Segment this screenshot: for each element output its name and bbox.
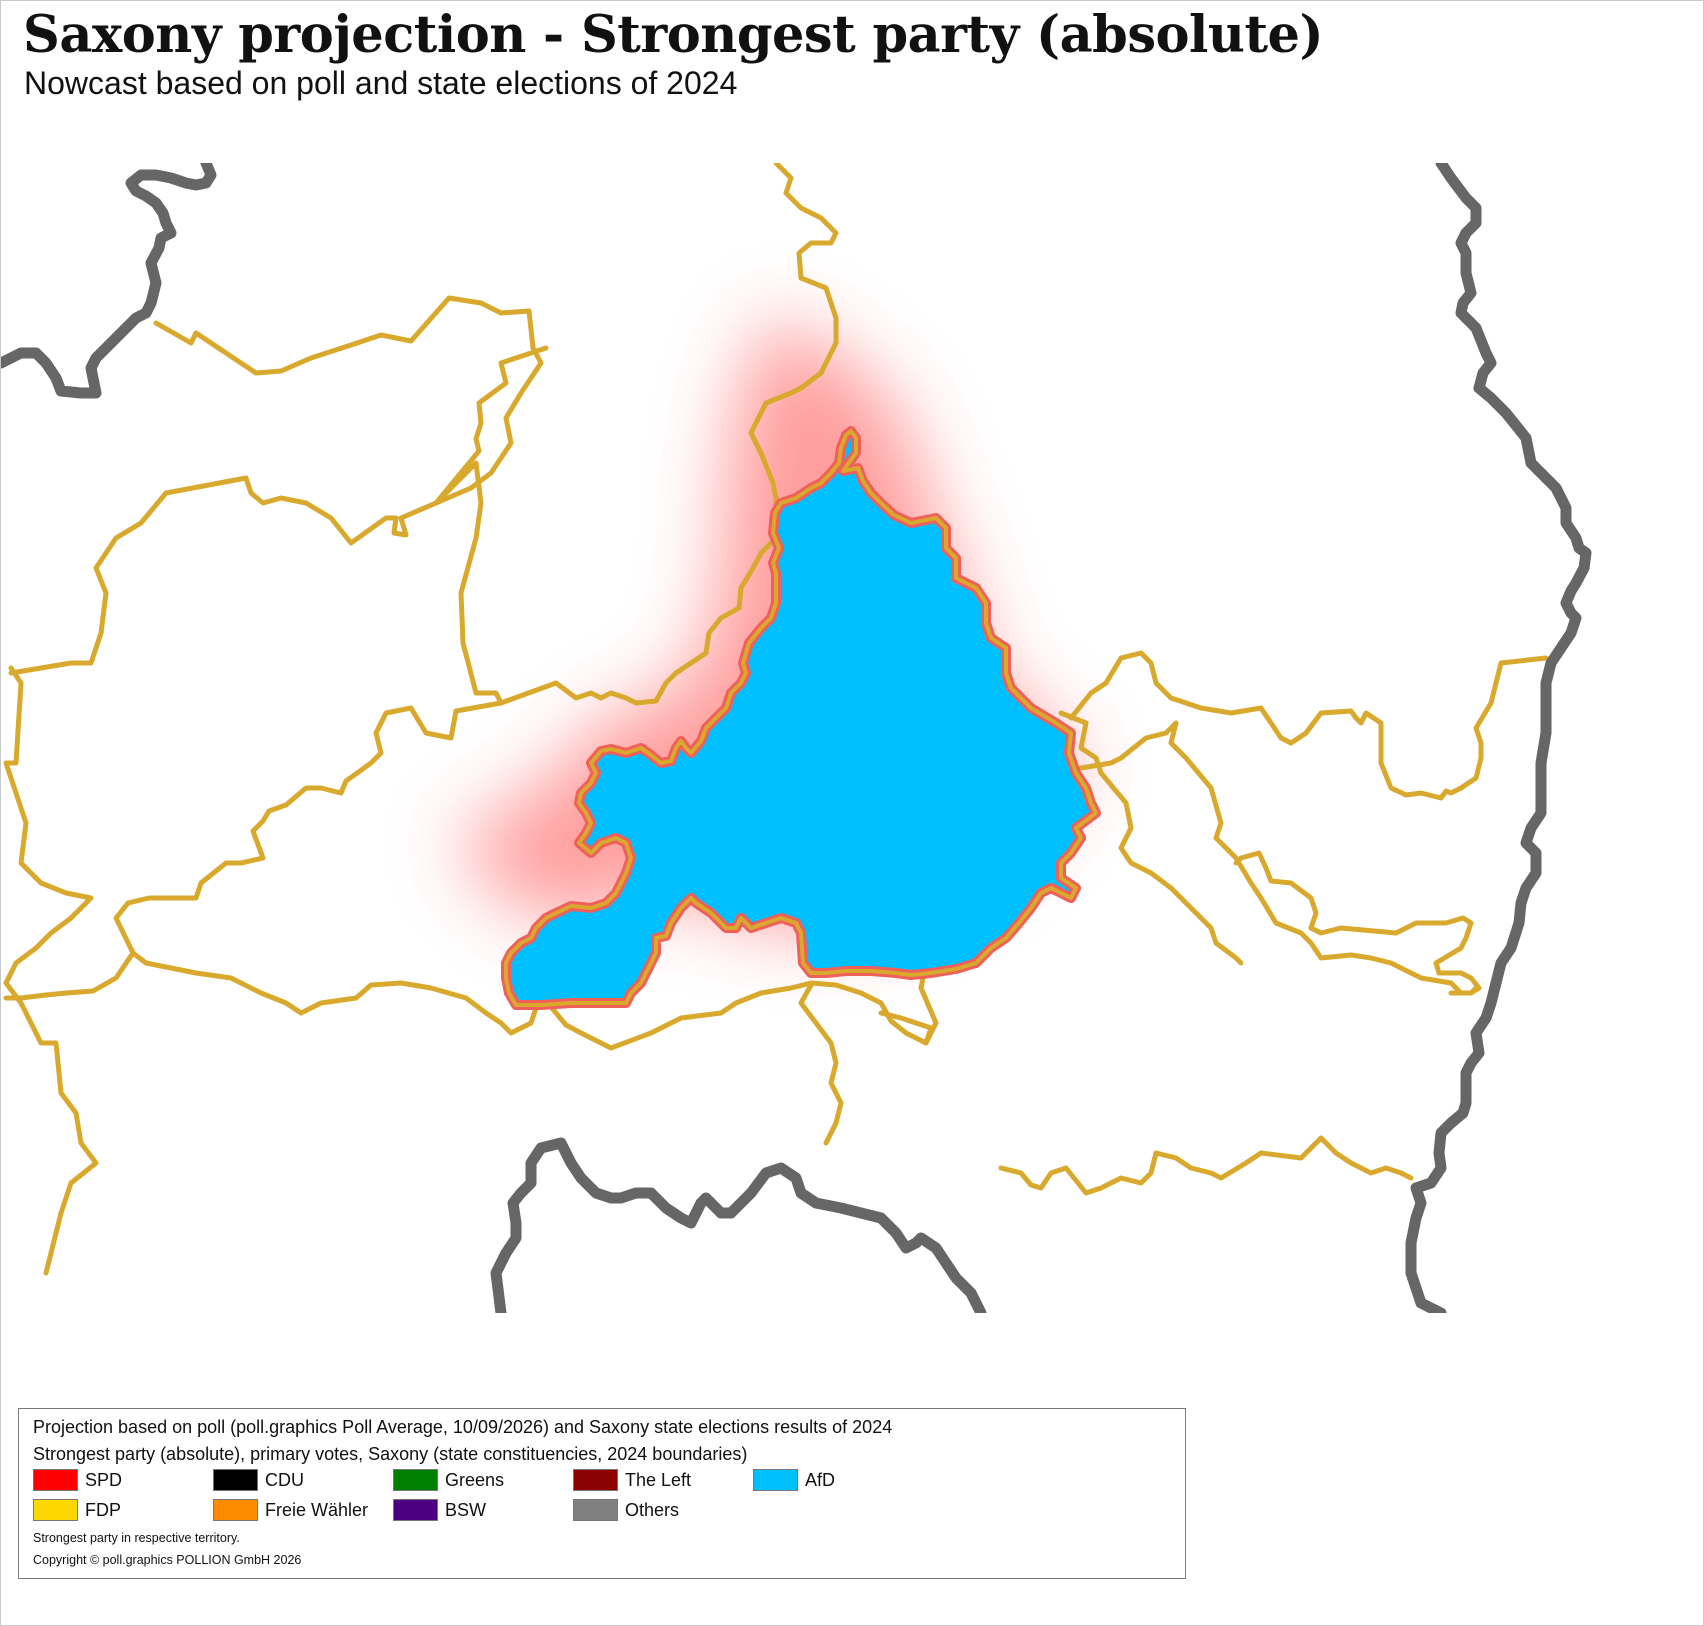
legend-label: FDP bbox=[85, 1500, 121, 1520]
others-swatch bbox=[573, 1499, 618, 1521]
legend-label: SPD bbox=[85, 1470, 123, 1490]
the-left-swatch bbox=[573, 1469, 618, 1491]
legend-label: CDU bbox=[265, 1470, 304, 1490]
afd-swatch bbox=[753, 1469, 798, 1491]
page-subtitle: Nowcast based on poll and state election… bbox=[24, 65, 738, 101]
legend-label: The Left bbox=[625, 1470, 692, 1490]
bsw-swatch bbox=[393, 1499, 438, 1521]
greens-swatch bbox=[393, 1469, 438, 1491]
spd-swatch bbox=[33, 1469, 78, 1491]
fdp-swatch bbox=[33, 1499, 78, 1521]
legend-note: Strongest party in respective territory. bbox=[33, 1531, 240, 1545]
constituency-borders bbox=[3, 163, 1549, 1276]
copyright-text: Copyright © poll.graphics POLLION GmbH 2… bbox=[33, 1553, 302, 1567]
legend-label: BSW bbox=[445, 1500, 487, 1520]
state-border bbox=[1, 163, 1592, 1313]
cdu-swatch bbox=[213, 1469, 258, 1491]
legend-label: Freie Wähler bbox=[265, 1500, 369, 1520]
legend-label: Greens bbox=[445, 1470, 505, 1490]
page-title: Saxony projection - Strongest party (abs… bbox=[23, 5, 1324, 65]
legend-box: Projection based on poll (poll.graphics … bbox=[18, 1408, 1186, 1579]
freie-waehler-swatch bbox=[213, 1499, 258, 1521]
constituency-map bbox=[1, 163, 1592, 1313]
afd-constituency bbox=[501, 426, 1101, 1010]
legend-description-text: Strongest party (absolute), primary vote… bbox=[33, 1444, 748, 1464]
legend-label: Others bbox=[625, 1500, 680, 1520]
legend-source-text: Projection based on poll (poll.graphics … bbox=[33, 1417, 893, 1437]
legend-label: AfD bbox=[805, 1470, 836, 1490]
